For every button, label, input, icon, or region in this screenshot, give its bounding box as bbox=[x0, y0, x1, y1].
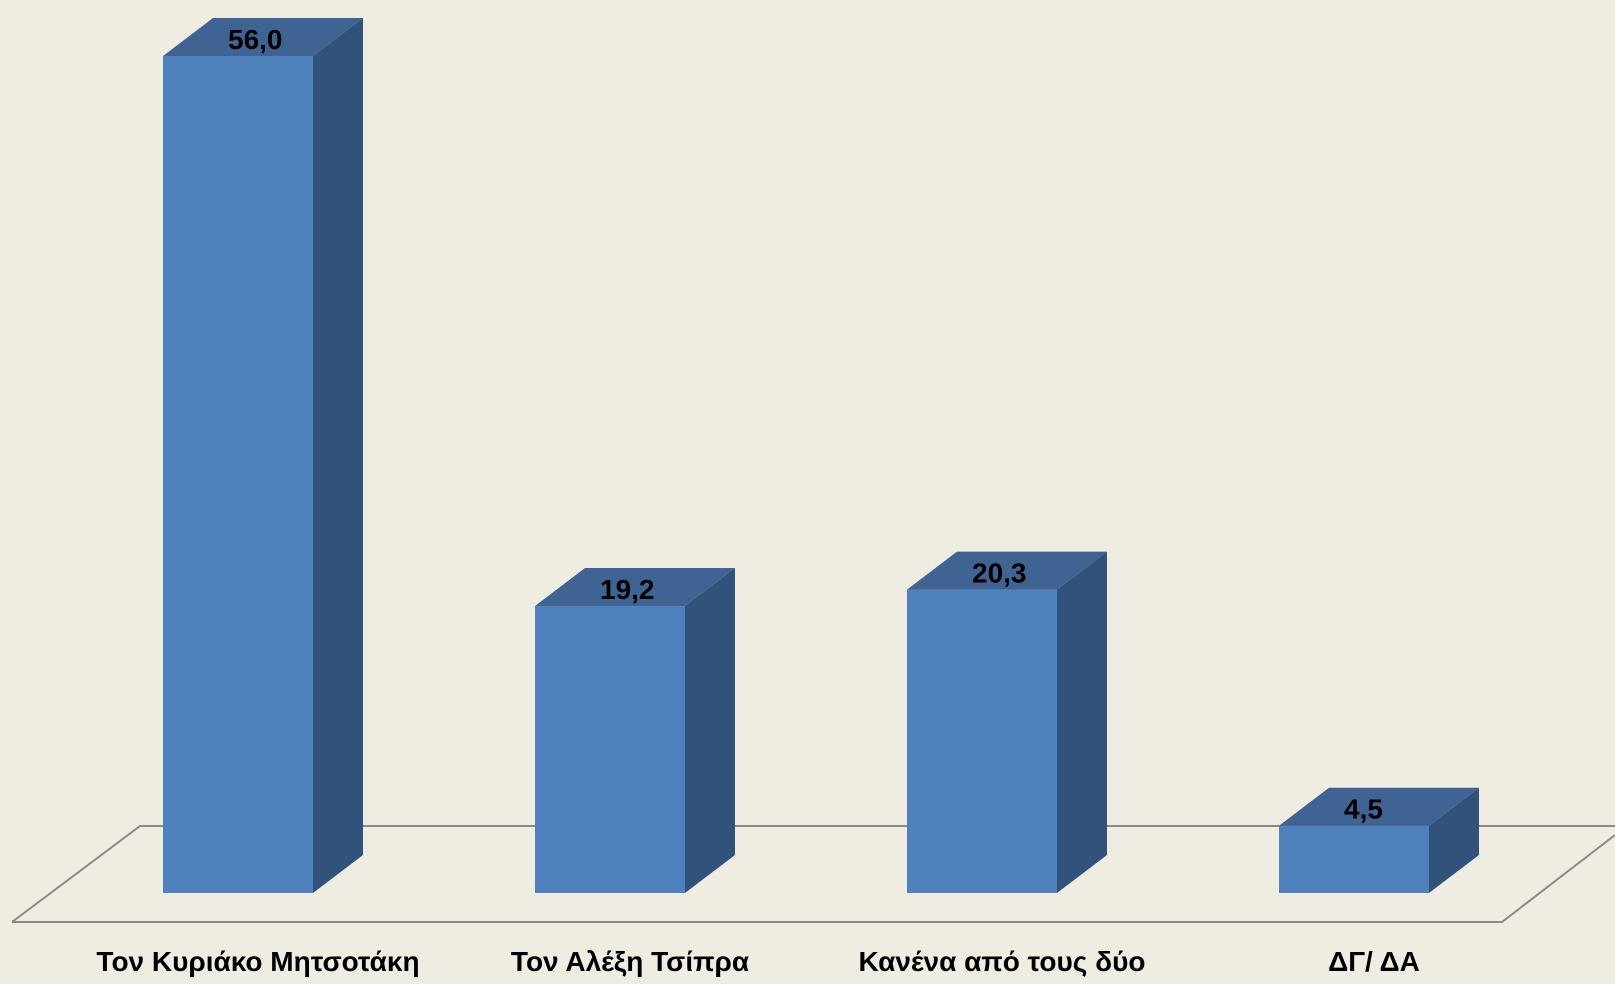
bar-side bbox=[1057, 551, 1107, 893]
chart-floor bbox=[11, 825, 1615, 923]
bar-front bbox=[163, 56, 313, 893]
bar-side bbox=[1429, 787, 1479, 893]
category-label: Τον Αλέξη Τσίπρα bbox=[511, 946, 749, 977]
value-label: 20,3 bbox=[972, 558, 1027, 589]
bar-top bbox=[535, 568, 735, 607]
value-label: 56,0 bbox=[228, 24, 283, 55]
category-label: Κανένα από τους δύο bbox=[859, 946, 1146, 977]
labels-layer: 56,0 Τον Κυριάκο Μητσοτάκη 19,2 Τον Αλέξη Τ… bbox=[96, 24, 1419, 977]
bar-top bbox=[907, 551, 1107, 590]
bar-side bbox=[313, 18, 363, 893]
bars-layer bbox=[163, 18, 1479, 893]
bar-4 bbox=[1279, 787, 1479, 893]
bar-3 bbox=[907, 551, 1107, 893]
bar-top bbox=[1279, 787, 1479, 826]
bar-front bbox=[907, 589, 1057, 893]
value-label: 19,2 bbox=[600, 574, 655, 605]
bar-top bbox=[163, 18, 363, 56]
bar-1 bbox=[163, 18, 363, 893]
bar-2 bbox=[535, 568, 735, 893]
category-label: Τον Κυριάκο Μητσοτάκη bbox=[96, 946, 419, 977]
value-label: 4,5 bbox=[1344, 794, 1383, 825]
category-label: ΔΓ/ ΔΑ bbox=[1328, 946, 1420, 977]
bar-side bbox=[685, 568, 735, 893]
bar-front bbox=[1279, 825, 1429, 893]
bar-front bbox=[535, 606, 685, 893]
